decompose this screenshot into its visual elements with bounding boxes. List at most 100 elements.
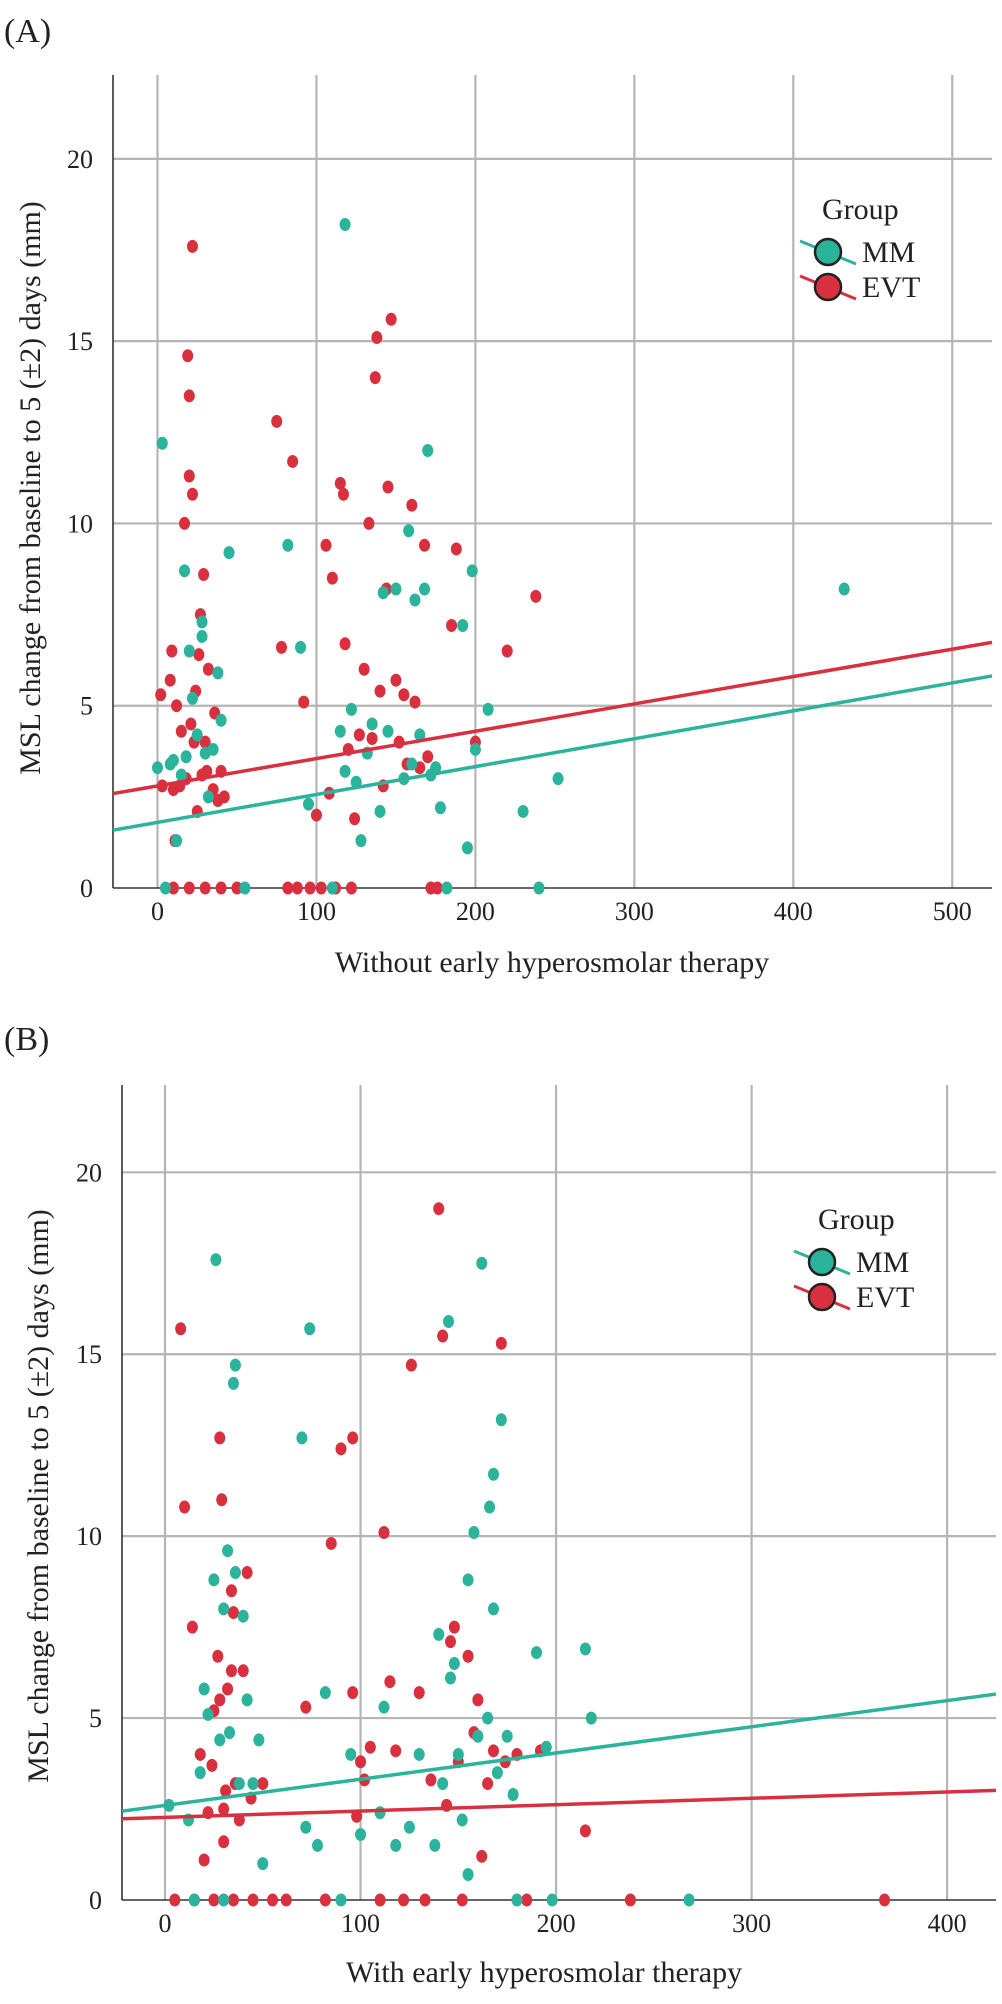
data-point-mm <box>531 1646 543 1660</box>
data-point-evt <box>364 1740 376 1754</box>
data-point-evt <box>193 648 205 662</box>
data-point-evt <box>227 1606 239 1620</box>
data-point-mm <box>433 1627 445 1641</box>
data-point-mm <box>448 1657 460 1671</box>
data-point-mm <box>495 1413 507 1427</box>
data-point-mm <box>437 1777 449 1791</box>
data-point-mm <box>444 1671 456 1685</box>
data-point-mm <box>215 713 227 727</box>
data-point-mm <box>345 1747 357 1761</box>
data-point-evt <box>419 1893 431 1907</box>
data-point-evt <box>378 1526 390 1540</box>
data-point-evt <box>326 571 338 585</box>
data-point-evt <box>155 688 167 702</box>
panel-a-legend-mm-label: MM <box>862 236 915 269</box>
tick-label: 5 <box>89 1704 102 1733</box>
data-point-mm <box>452 1747 464 1761</box>
data-point-mm <box>218 1602 230 1616</box>
data-point-evt <box>456 1893 468 1907</box>
data-point-mm <box>511 1893 523 1907</box>
data-point-evt <box>472 1693 484 1707</box>
data-point-evt <box>182 349 194 363</box>
data-point-mm <box>355 834 367 848</box>
data-point-mm <box>196 629 208 643</box>
data-point-mm <box>429 1838 441 1852</box>
data-point-mm <box>180 750 192 764</box>
data-point-mm <box>430 761 442 775</box>
data-point-evt <box>347 1686 359 1700</box>
data-point-mm <box>210 1253 222 1267</box>
data-point-mm <box>339 764 351 778</box>
data-point-evt <box>319 1893 331 1907</box>
tick-label: 15 <box>76 1340 102 1369</box>
data-point-evt <box>501 644 513 658</box>
data-point-evt <box>183 469 195 483</box>
data-point-evt <box>384 1675 396 1689</box>
data-point-evt <box>194 1747 206 1761</box>
data-point-mm <box>214 1733 226 1747</box>
data-point-mm <box>233 1777 245 1791</box>
data-point-mm <box>196 615 208 629</box>
panel-b-legend-title: Group <box>818 1203 895 1236</box>
tick-label: 300 <box>615 897 654 926</box>
data-point-evt <box>409 695 421 709</box>
data-point-mm <box>202 1707 214 1721</box>
data-point-mm <box>441 881 453 895</box>
data-point-evt <box>339 637 351 651</box>
data-point-evt <box>419 538 431 552</box>
data-point-mm <box>456 1813 468 1827</box>
data-point-evt <box>879 1893 891 1907</box>
data-point-mm <box>443 1314 455 1328</box>
data-point-evt <box>175 724 187 738</box>
panel-b-legend: Group MM EVT <box>793 1203 914 1314</box>
data-point-evt <box>257 1777 269 1791</box>
data-point-mm <box>422 444 434 458</box>
data-point-evt <box>214 1693 226 1707</box>
data-point-evt <box>487 1744 499 1758</box>
data-point-evt <box>337 487 349 501</box>
data-point-evt <box>476 1849 488 1863</box>
tick-label: 20 <box>76 1158 102 1187</box>
panel-a-y-ticks: 0 5 10 15 20 <box>67 145 93 903</box>
data-point-mm <box>374 804 386 818</box>
data-point-evt <box>198 1853 210 1867</box>
data-point-evt <box>199 881 211 895</box>
data-point-mm <box>469 742 481 756</box>
data-point-evt <box>422 750 434 764</box>
data-point-mm <box>334 724 346 738</box>
data-point-evt <box>320 538 332 552</box>
data-point-evt <box>212 1649 224 1663</box>
fit-line-evt <box>121 1788 997 1821</box>
panel-a-points <box>152 217 850 895</box>
data-point-evt <box>385 312 397 326</box>
panel-a-x-ticks: 0 100 200 300 400 500 <box>151 897 972 926</box>
data-point-evt <box>351 1809 363 1823</box>
data-point-evt <box>291 881 303 895</box>
tick-label: 0 <box>159 1909 172 1938</box>
panel-a-legend-evt-marker <box>813 272 843 302</box>
data-point-evt <box>206 1758 218 1772</box>
data-point-mm <box>482 1711 494 1725</box>
data-point-mm <box>159 881 171 895</box>
data-point-evt <box>298 695 310 709</box>
data-point-evt <box>201 764 213 778</box>
data-point-evt <box>390 673 402 687</box>
data-point-evt <box>444 1635 456 1649</box>
data-point-mm <box>461 841 473 855</box>
data-point-mm <box>406 757 418 771</box>
data-point-evt <box>405 1358 417 1372</box>
data-point-evt <box>437 1329 449 1343</box>
fit-line-mm <box>121 1692 997 1813</box>
data-point-mm <box>202 790 214 804</box>
data-point-mm <box>413 1747 425 1761</box>
data-point-mm <box>229 1358 241 1372</box>
data-point-mm <box>457 619 469 633</box>
data-point-mm <box>229 1566 241 1580</box>
data-point-evt <box>208 1893 220 1907</box>
panel-b-legend-mm-marker <box>807 1247 837 1277</box>
data-point-evt <box>167 881 179 895</box>
panel-b-fit-lines <box>121 1692 997 1821</box>
panel-b-y-axis-title: MSL change from baseline to 5 (±2) days … <box>22 1209 55 1783</box>
data-point-evt <box>349 812 361 826</box>
panel-b-legend-evt-marker <box>807 1282 837 1312</box>
